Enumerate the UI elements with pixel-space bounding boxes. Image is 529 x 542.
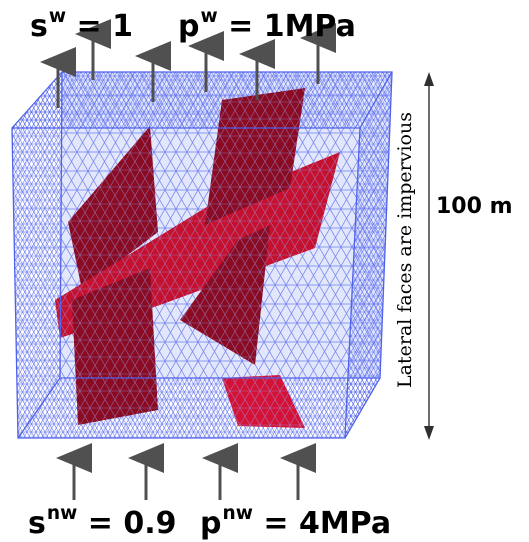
bottom-pressure-symbol: p <box>200 505 222 541</box>
bottom-saturation-value: = 0.9 <box>87 505 177 541</box>
fracture-plane-right-upper-mesh <box>205 88 305 225</box>
top-saturation-phase: w <box>48 6 67 27</box>
top-pressure-condition: pw = 1MPa <box>178 6 356 44</box>
fracture-plane-center-mesh <box>180 225 270 365</box>
top-saturation-symbol: s <box>30 8 48 44</box>
bottom-inflow-arrows <box>56 443 316 500</box>
fracture-plane-bottom-mesh <box>222 375 305 428</box>
right-face <box>345 72 392 438</box>
lateral-faces-label: Lateral faces are impervious <box>394 112 416 388</box>
top-saturation-condition: sw = 1 <box>30 6 133 44</box>
fracture-plane-left-upper-mesh <box>68 126 158 290</box>
bottom-pressure-condition: pnw = 4MPa <box>200 503 391 541</box>
bottom-pressure-phase: nw <box>222 503 253 524</box>
top-saturation-value: = 1 <box>76 8 133 44</box>
top-face <box>12 72 392 128</box>
top-pressure-symbol: p <box>178 8 200 44</box>
top-outflow-arrows <box>40 19 336 108</box>
bottom-saturation-condition: snw = 0.9 <box>28 503 176 541</box>
bottom-saturation-symbol: s <box>28 505 46 541</box>
fracture-plane-left-lower-mesh <box>72 268 158 425</box>
height-dimension-label: 100 m <box>436 194 513 219</box>
top-pressure-value: = 1MPa <box>228 8 356 44</box>
box-edges <box>11 71 393 439</box>
fracture-network <box>55 88 340 428</box>
double-headed-arrow-icon <box>424 72 434 440</box>
bottom-pressure-value: = 4MPa <box>263 505 392 541</box>
top-pressure-phase: w <box>200 6 218 27</box>
bottom-saturation-phase: nw <box>46 503 78 524</box>
